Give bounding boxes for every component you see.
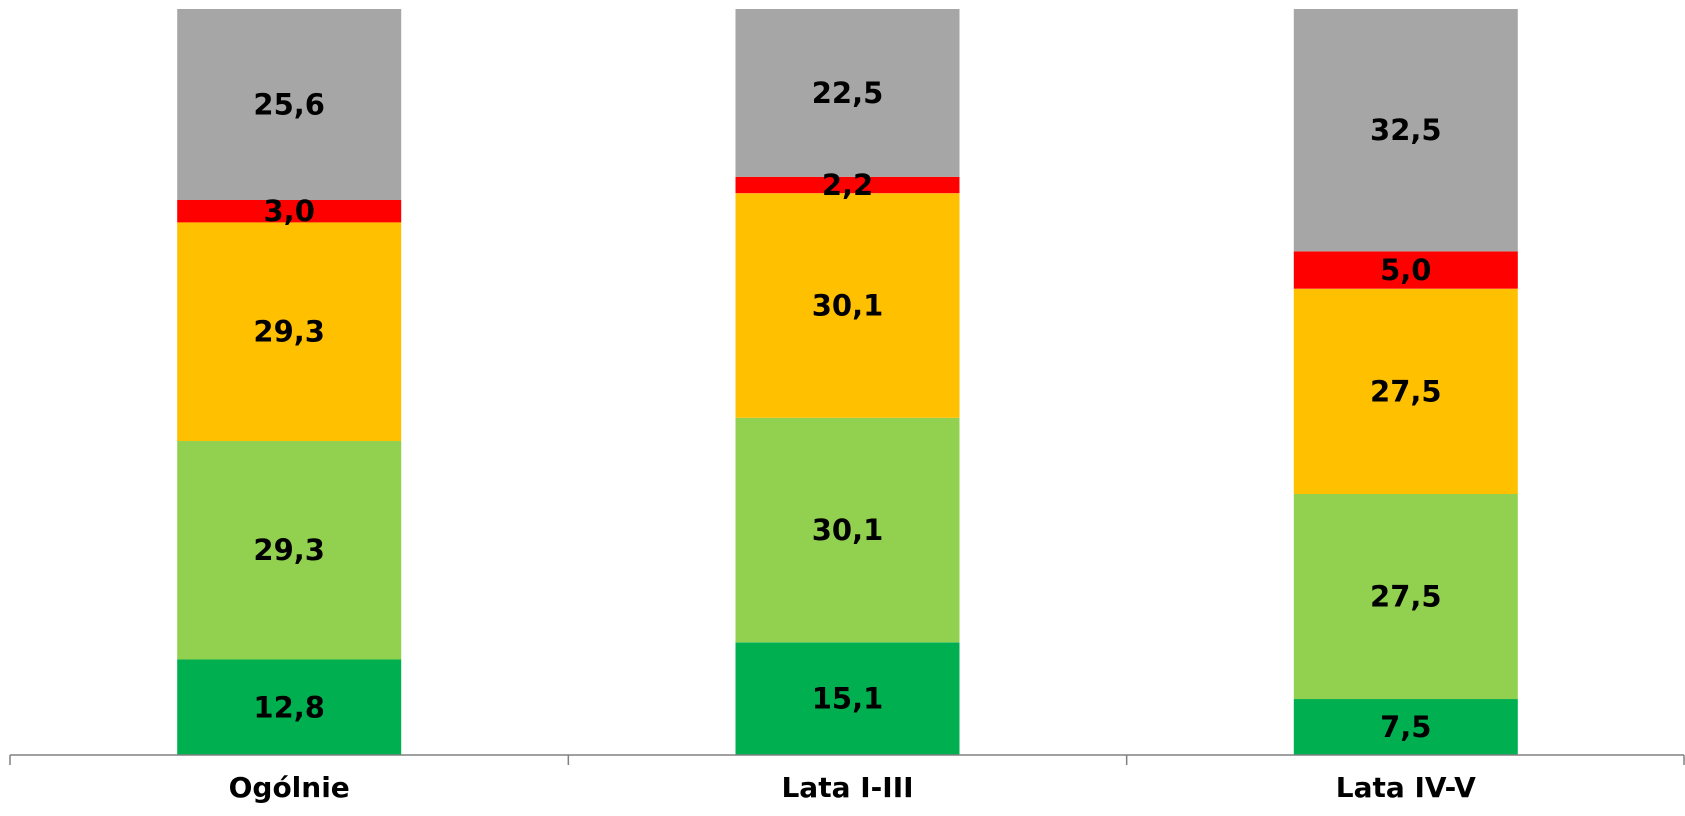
data-label-2-4: 32,5 — [1370, 113, 1442, 147]
bar-segment-1-3 — [735, 176, 960, 194]
data-label-2-3: 5,0 — [1380, 253, 1431, 287]
category-label-2: Lata IV-V — [1336, 771, 1476, 804]
data-label-2-0: 7,5 — [1380, 710, 1431, 744]
data-label-0-0: 12,8 — [253, 690, 325, 724]
x-axis: Ogólnie Lata I-III Lata IV-V — [9, 754, 1685, 804]
bar-segment-0-0 — [177, 659, 402, 755]
data-label-0-4: 25,6 — [253, 88, 325, 122]
data-label-1-2: 30,1 — [812, 289, 884, 323]
data-label-1-3: 2,2 — [822, 168, 873, 202]
bar-segment-0-4 — [177, 9, 402, 200]
bar-segment-1-1 — [735, 417, 960, 643]
data-label-0-3: 3,0 — [264, 194, 315, 228]
bar-segment-1-0 — [735, 642, 960, 755]
bar-segment-2-3 — [1293, 251, 1518, 289]
bar-segment-2-1 — [1293, 493, 1518, 700]
bar-segment-0-3 — [177, 200, 402, 223]
bar-segment-1-4 — [735, 9, 960, 177]
bars-layer — [177, 9, 1518, 755]
data-label-1-4: 22,5 — [812, 76, 884, 110]
category-label-1: Lata I-III — [781, 771, 913, 804]
data-labels-layer: 12,8 29,3 29,3 3,0 25,6 15,1 30,1 30,1 2,2 22,5 7,… — [253, 76, 1441, 744]
data-label-1-0: 15,1 — [812, 682, 884, 716]
data-label-0-2: 29,3 — [253, 315, 325, 349]
data-label-0-1: 29,3 — [253, 533, 325, 567]
bar-segment-0-1 — [177, 440, 402, 660]
bar-segment-2-0 — [1293, 699, 1518, 755]
data-label-2-2: 27,5 — [1370, 374, 1442, 408]
data-label-2-1: 27,5 — [1370, 580, 1442, 614]
bar-segment-2-4 — [1293, 9, 1518, 252]
bar-segment-1-2 — [735, 193, 960, 418]
data-label-1-1: 30,1 — [812, 513, 884, 547]
bar-segment-0-2 — [177, 222, 402, 441]
category-label-0: Ogólnie — [229, 771, 350, 804]
bar-segment-2-2 — [1293, 288, 1518, 494]
